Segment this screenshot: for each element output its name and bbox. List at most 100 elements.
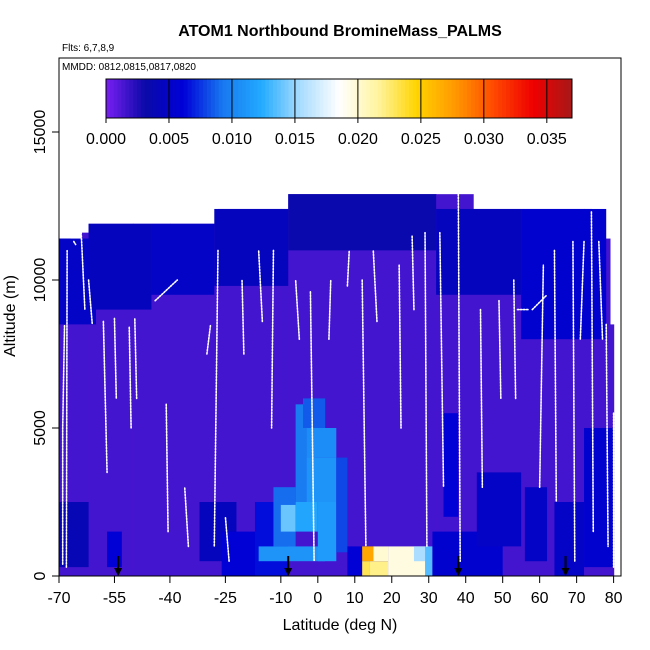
- colorbar-tick-label: 0.005: [149, 131, 189, 148]
- flight-track: [398, 264, 402, 429]
- flights-label: Flts: 6,7,8,9: [62, 43, 115, 54]
- colorbar-segment: [296, 79, 301, 118]
- arrow-head: [561, 568, 570, 576]
- colorbar-segment: [164, 79, 169, 118]
- flight-track: [133, 317, 138, 400]
- colorbar-segment: [245, 79, 251, 118]
- colorbar-segment: [156, 79, 161, 118]
- heat-patch: [288, 194, 437, 251]
- colorbar-segment: [377, 79, 383, 118]
- x-tick-label: 60: [531, 590, 549, 607]
- flight-track: [113, 317, 118, 400]
- flight-track: [257, 249, 264, 323]
- colorbar-segment: [443, 79, 449, 118]
- x-tick-label: 40: [457, 590, 475, 607]
- colorbar-segment: [253, 79, 258, 118]
- colorbar-segment: [366, 79, 371, 118]
- flight-track: [65, 249, 68, 568]
- colorbar-segment: [405, 79, 410, 118]
- colorbar-segment: [175, 79, 181, 118]
- colorbar-segment: [455, 79, 460, 118]
- flight-track: [512, 279, 517, 400]
- x-tick-label: -10: [269, 590, 292, 607]
- x-tick-label: 10: [346, 590, 364, 607]
- heat-patch: [362, 561, 370, 576]
- flight-track: [270, 249, 275, 429]
- colorbar-segment: [420, 79, 425, 118]
- flight-track: [183, 486, 190, 548]
- colorbar-segment: [342, 79, 348, 118]
- flight-track: [553, 249, 558, 503]
- colorbar-segment: [498, 79, 503, 118]
- colorbar-segment: [339, 79, 344, 118]
- colorbar-segment: [505, 79, 511, 118]
- flight-track: [479, 308, 484, 489]
- heat-patch: [258, 546, 326, 562]
- heat-patch: [88, 223, 152, 310]
- colorbar-segment: [428, 79, 433, 118]
- heat-patch: [306, 428, 337, 458]
- heat-patch: [524, 487, 548, 562]
- flight-track: [213, 249, 219, 548]
- colorbar-tick-label: 0.035: [527, 131, 567, 148]
- flight-track: [579, 240, 585, 341]
- colorbar-tick-label: 0.000: [86, 131, 126, 148]
- colorbar-segment: [362, 79, 367, 118]
- colorbar-segment: [265, 79, 270, 118]
- colorbar-segment: [331, 79, 336, 118]
- flight-track: [328, 279, 332, 341]
- colorbar-segment: [152, 79, 157, 118]
- flight-track: [498, 299, 502, 400]
- heat-patch: [306, 457, 337, 502]
- flight-track: [598, 240, 604, 341]
- colorbar-segment: [494, 79, 499, 118]
- colorbar-segment: [354, 79, 359, 118]
- colorbar-segment: [393, 79, 398, 118]
- colorbar-segment: [272, 79, 278, 118]
- flight-track: [572, 240, 576, 563]
- heat-patch: [151, 223, 215, 295]
- colorbar: 0.000 0.005 0.010 0.015 0.020 0.025 0.030 0.035: [86, 78, 573, 148]
- heat-patch: [521, 208, 607, 340]
- colorbar-segment: [408, 79, 414, 118]
- colorbar-segment: [525, 79, 530, 118]
- colorbar-segment: [537, 79, 542, 118]
- flight-track: [72, 240, 77, 246]
- colorbar-segment: [556, 79, 561, 118]
- colorbar-segment: [486, 79, 491, 118]
- heat-patch: [443, 413, 459, 517]
- colorbar-segment: [335, 79, 340, 118]
- x-axis-label: Latitude (deg N): [283, 617, 398, 634]
- heat-patch: [280, 504, 296, 532]
- colorbar-segment: [206, 79, 212, 118]
- colorbar-segment: [358, 79, 363, 118]
- colorbar-segment: [121, 79, 126, 118]
- colorbar-segment: [517, 79, 523, 118]
- colorbar-segment: [249, 79, 255, 118]
- heat-patch: [436, 208, 522, 295]
- heat-patch: [303, 398, 326, 428]
- colorbar-segment: [467, 79, 472, 118]
- colorbar-segment: [568, 79, 573, 118]
- colorbar-tick-label: 0.010: [212, 131, 252, 148]
- x-tick-label: 70: [568, 590, 586, 607]
- flight-track: [590, 211, 595, 533]
- flight-track: [411, 234, 415, 311]
- colorbar-segment: [451, 79, 456, 118]
- dates-label: MMDD: 0812,0815,0817,0820: [62, 62, 196, 73]
- colorbar-segment: [474, 79, 480, 118]
- flight-track: [372, 249, 378, 323]
- colorbar-segment: [214, 79, 220, 118]
- heat-patch: [413, 546, 426, 562]
- flight-track: [294, 279, 301, 341]
- chart-title: ATOM1 Northbound BromineMass_PALMS: [178, 23, 502, 40]
- x-tick-label: 20: [383, 590, 401, 607]
- y-tick-label: 15000: [32, 110, 49, 155]
- colorbar-segment: [288, 79, 293, 118]
- colorbar-segment: [304, 79, 309, 118]
- colorbar-segment: [238, 79, 243, 118]
- heat-patch: [373, 546, 389, 562]
- heat-patch: [336, 457, 348, 553]
- heat-patch: [425, 546, 433, 576]
- colorbar-segment: [187, 79, 192, 118]
